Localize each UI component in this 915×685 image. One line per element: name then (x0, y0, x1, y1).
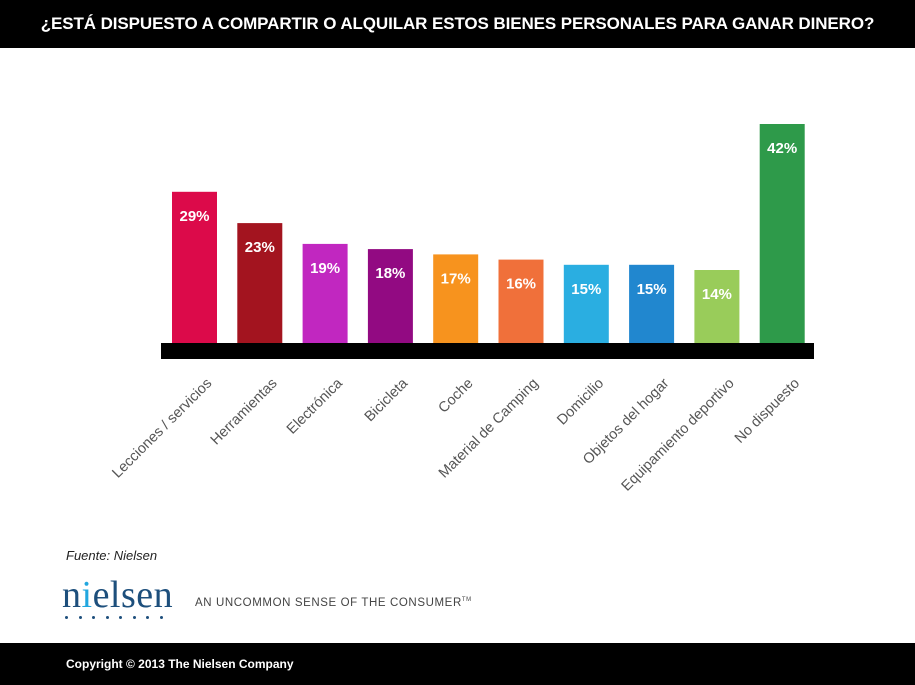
logo-dots (65, 616, 175, 620)
bar-value-label: 29% (179, 208, 209, 225)
logo-tagline: AN UNCOMMON SENSE OF THE CONSUMERTM (195, 597, 472, 609)
nielsen-logo: nielsen AN UNCOMMON SENSE OF THE CONSUME… (62, 575, 522, 625)
category-label: Herramientas (208, 376, 281, 449)
category-label: Bicicleta (362, 375, 412, 425)
bar-8 (629, 264, 675, 343)
bar-value-label: 42% (767, 140, 797, 157)
category-label: Lecciones / servicios (109, 376, 215, 482)
source-note: Fuente: Nielsen (66, 548, 158, 563)
bar-10 (759, 124, 805, 343)
bar-value-label: 16% (506, 276, 536, 293)
page-title: ¿ESTÁ DISPUESTO A COMPARTIR O ALQUILAR E… (40, 14, 875, 33)
logo-wordmark: nielsen (62, 574, 174, 616)
header-bar (0, 0, 915, 48)
copyright-text: Copyright © 2013 The Nielsen Company (66, 657, 294, 671)
bar-9 (694, 270, 740, 343)
footer-bar (0, 643, 915, 685)
category-label: Coche (436, 376, 477, 417)
bar-value-label: 17% (441, 270, 471, 287)
category-label: Equipamiento deportivo (619, 376, 738, 495)
category-label: Electrónica (284, 375, 347, 438)
bar-4 (367, 249, 413, 343)
bar-1 (172, 191, 217, 343)
bar-7 (563, 264, 609, 343)
chart-baseline (161, 343, 814, 359)
bar-6 (498, 259, 544, 343)
bar-value-label: 18% (375, 265, 405, 282)
bar-value-label: 19% (310, 260, 340, 277)
bar-value-label: 23% (245, 239, 275, 256)
bar-5 (433, 254, 479, 343)
bar-value-label: 15% (571, 281, 601, 298)
bar-3 (302, 243, 348, 343)
bar-chart: 29% Lecciones / servicios 23% Herramientas 1… (109, 124, 814, 495)
bar-value-label: 15% (637, 281, 667, 298)
category-label: Domicilio (554, 376, 607, 429)
bar-value-label: 14% (702, 286, 732, 303)
category-label: No dispuesto (732, 376, 803, 447)
bar-2 (237, 223, 283, 343)
